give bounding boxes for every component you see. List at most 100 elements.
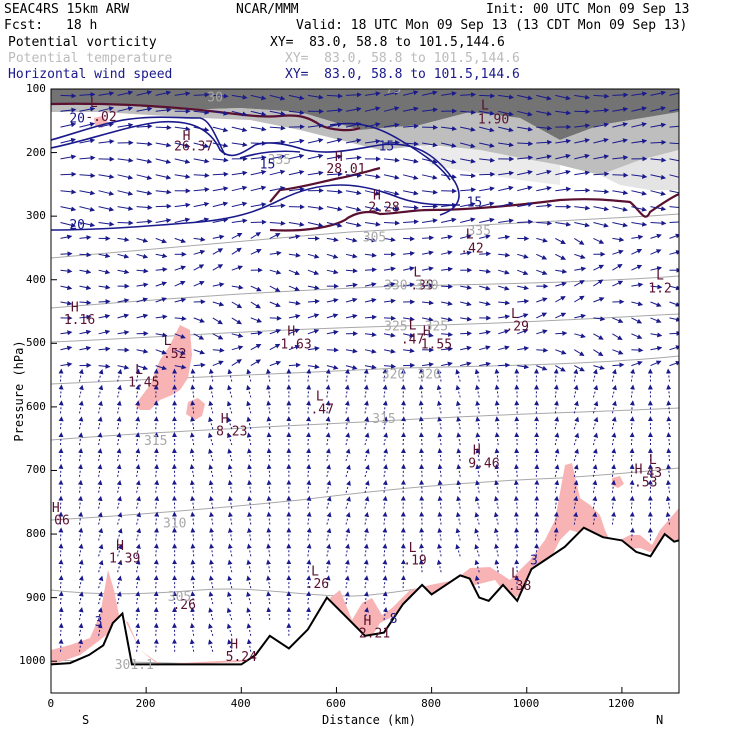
- wind-vector: [326, 329, 339, 335]
- wind-vector: [650, 122, 667, 128]
- pv-extremum-label: 1.16: [64, 313, 95, 328]
- wind-vector: [574, 349, 585, 357]
- wind-vector: [326, 511, 332, 525]
- wind-vector: [79, 206, 96, 212]
- wind-vector: [593, 316, 606, 322]
- wind-vector: [78, 368, 84, 382]
- wind-vector: [60, 171, 77, 177]
- wind-vector: [593, 237, 605, 244]
- x-tick-label: 800: [421, 697, 441, 710]
- wind-vector: [498, 285, 510, 291]
- wind-vector: [665, 495, 671, 509]
- wind-vector: [154, 527, 159, 541]
- wind-vector: [117, 575, 122, 589]
- wind-vector: [441, 331, 454, 337]
- wind-vector: [153, 591, 159, 605]
- theta-contour-label: 310: [163, 517, 186, 532]
- wind-vector: [514, 448, 520, 461]
- wind-vector: [228, 495, 233, 509]
- wind-vector: [517, 328, 529, 335]
- wind-vector: [97, 495, 103, 509]
- pv-extremum-label: H: [335, 150, 343, 165]
- wind-vector: [479, 93, 496, 99]
- wind-vector: [440, 142, 457, 148]
- wind-vector: [574, 123, 591, 129]
- wind-vector: [345, 480, 351, 493]
- wind-vector: [650, 233, 662, 239]
- wind-vector: [402, 90, 419, 96]
- wind-vector: [98, 206, 115, 212]
- wind-vector: [382, 559, 388, 573]
- wind-vector: [231, 170, 248, 176]
- wind-vector: [190, 527, 196, 541]
- wind-vector: [364, 106, 381, 112]
- wind-vector: [246, 623, 252, 636]
- wind-vector: [650, 106, 666, 112]
- wind-vector: [419, 527, 425, 541]
- wind-vector: [475, 432, 481, 446]
- wind-vector: [479, 330, 491, 335]
- wind-vector: [574, 138, 590, 144]
- wind-vector: [209, 527, 215, 541]
- wind-vector: [498, 94, 515, 100]
- wind-vector: [479, 345, 491, 351]
- wind-vector: [246, 543, 252, 557]
- wind-vector: [58, 384, 64, 398]
- wind-vector: [441, 91, 457, 97]
- wind-vector: [382, 575, 388, 589]
- wind-vector: [265, 368, 271, 382]
- wind-vector: [403, 123, 419, 129]
- wind-vector: [363, 384, 369, 398]
- wind-vector: [418, 432, 424, 446]
- wind-vector: [383, 266, 396, 272]
- wind-vector: [60, 154, 77, 160]
- wind-vector: [364, 267, 377, 273]
- wind-vector: [382, 511, 388, 525]
- pv-extremum-label: H: [116, 539, 124, 554]
- wind-vector: [517, 346, 530, 352]
- wind-vector: [536, 154, 552, 160]
- wind-vector: [190, 591, 196, 605]
- wind-vector: [422, 107, 438, 113]
- wind-vector: [306, 495, 312, 509]
- wind-vector: [514, 463, 520, 477]
- wind-vector: [383, 315, 396, 321]
- wind-vector: [612, 190, 629, 196]
- wind-vector: [402, 174, 419, 180]
- wind-vector: [98, 313, 111, 319]
- wind-vector: [629, 495, 635, 509]
- wind-vector: [631, 347, 644, 353]
- wind-vector: [97, 479, 103, 493]
- field-name-pv: Potential vorticity: [8, 35, 157, 50]
- theta-contour-label: 301.1: [115, 658, 154, 673]
- wind-vector: [364, 416, 370, 430]
- wind-vector: [212, 126, 229, 133]
- wind-vector: [227, 575, 233, 589]
- wind-vector: [534, 511, 540, 525]
- wind-vector: [174, 142, 191, 148]
- wind-vector: [250, 140, 267, 146]
- wind-vector: [190, 368, 196, 382]
- wind-vector: [174, 126, 191, 132]
- wind-vector: [190, 495, 196, 509]
- x-tick-label: 1000: [512, 697, 540, 710]
- wind-vector: [364, 174, 381, 179]
- wind-vector: [475, 416, 481, 430]
- wind-vector: [227, 448, 233, 462]
- wind-vector: [631, 248, 643, 255]
- wind-vector: [288, 252, 301, 258]
- wind-vector: [136, 495, 141, 509]
- wind-vector: [117, 313, 130, 319]
- wind-vector: [231, 232, 243, 239]
- theta-contour-label: 335: [268, 153, 291, 168]
- wind-vector: [60, 189, 77, 195]
- wind-vector: [592, 479, 598, 493]
- wind-vector: [383, 174, 400, 180]
- wind-vector: [573, 511, 579, 525]
- wind-vector: [669, 316, 679, 322]
- wind-vector: [555, 296, 566, 303]
- wind-vector: [666, 400, 672, 414]
- wind-vector: [250, 169, 267, 176]
- wind-vector: [612, 122, 628, 128]
- y-tick-label: 400: [26, 272, 46, 286]
